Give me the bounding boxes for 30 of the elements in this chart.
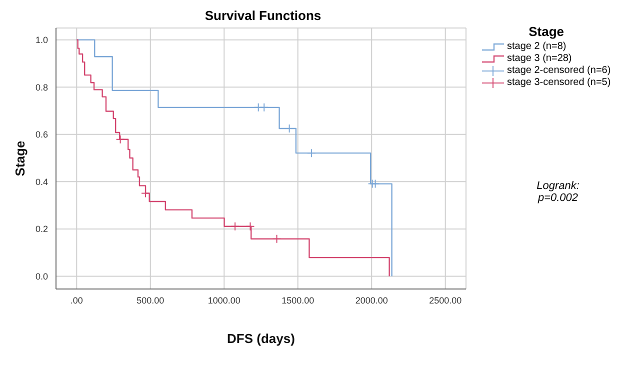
- point: [116, 134, 125, 144]
- y-tick-label: 0.2: [35, 224, 48, 234]
- point: [370, 179, 380, 188]
- legend-label: stage 3-censored (n=5): [507, 77, 611, 89]
- text: Logrank: p=0.002: [536, 180, 580, 204]
- x-tick-label: 1000.00: [208, 295, 240, 306]
- legend-title: Stage: [528, 24, 566, 39]
- x-tick-label: 1500.00: [282, 295, 314, 306]
- y-tick-label: 1.0: [35, 35, 48, 46]
- point: [141, 188, 150, 198]
- y-tick-label: 0.0: [35, 271, 48, 282]
- y-tick-label: 0.6: [35, 130, 48, 140]
- x-axis-title: DFS (days): [227, 331, 295, 346]
- point: [272, 234, 282, 244]
- point: [254, 102, 263, 112]
- point: [260, 102, 269, 112]
- x-tick-label: 500.00: [136, 295, 164, 306]
- point: [306, 148, 316, 158]
- y-axis-title: Stage: [12, 140, 28, 176]
- x-tick-label: .00: [70, 295, 83, 306]
- x-tick-label: 2500.00: [429, 295, 462, 306]
- x-tick-label: 2000.00: [355, 295, 388, 306]
- point: [246, 222, 255, 231]
- y-tick-label: 0.8: [35, 82, 48, 92]
- point: [230, 222, 240, 231]
- y-tick-label: 0.4: [35, 176, 48, 187]
- legend-label: stage 2 (n=8): [507, 41, 566, 53]
- legend-label: stage 2-censored (n=6): [507, 65, 611, 77]
- legend-label: stage 3 (n=28): [507, 53, 572, 65]
- chart-title: Survival Functions: [204, 8, 322, 23]
